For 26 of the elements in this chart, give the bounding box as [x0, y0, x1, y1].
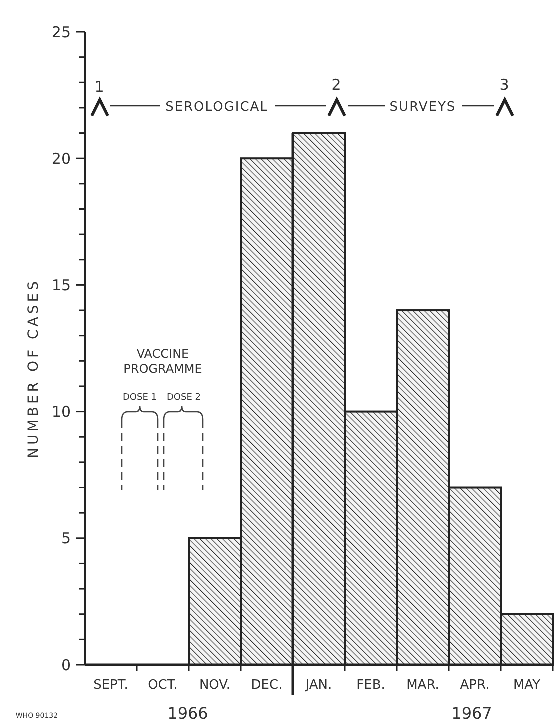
- x-tick-label: APR.: [460, 678, 490, 693]
- y-tick-label: 25: [52, 23, 71, 42]
- x-tick-label: JAN.: [304, 678, 332, 693]
- x-tick-label: MAY: [513, 678, 541, 693]
- text: 1966: [168, 704, 208, 723]
- x-tick-label: OCT.: [148, 678, 178, 693]
- y-tick-label: 20: [52, 150, 71, 168]
- y-tick-label: 5: [61, 530, 71, 548]
- y-axis-title: NUMBER OF CASES: [26, 278, 42, 458]
- x-tick-label: NOV.: [199, 678, 231, 693]
- annotation: 3: [500, 76, 510, 94]
- annotation: SURVEYS: [390, 100, 456, 115]
- x-tick-label: MAR.: [406, 678, 440, 693]
- x-tick-label: SEPT.: [94, 678, 128, 693]
- y-tick-label: 0: [61, 656, 71, 674]
- annotation: DOSE 1: [122, 393, 158, 403]
- annotation: DOSE 2: [166, 393, 202, 403]
- annotation: VACCINE PROGRAMME: [124, 347, 202, 376]
- annotation: SEROLOGICAL: [166, 100, 268, 115]
- y-tick-label: 10: [52, 403, 71, 422]
- x-tick-label: DEC.: [251, 678, 283, 693]
- y-tick-label: 15: [52, 276, 71, 294]
- annotation: 2: [332, 76, 342, 94]
- x-tick-label: FEB.: [356, 678, 386, 693]
- annotation: 1: [94, 78, 106, 96]
- text: 1967: [452, 704, 492, 723]
